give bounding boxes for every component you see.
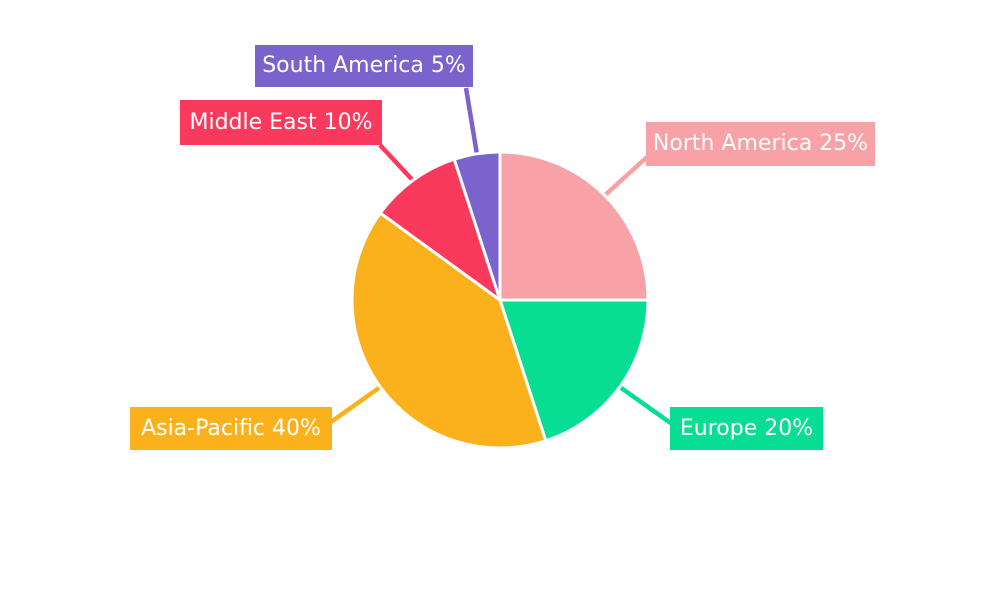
pie-slice-europe [498,298,650,443]
leader-line-south-america [463,87,480,157]
pie-slice-south-america [452,150,502,302]
pie-slice-middle-east [378,157,502,302]
pie-label-middle-east: Middle East 10% [180,100,382,145]
pie-label-asia-pacific: Asia-Pacific 40% [130,407,332,450]
pie-label-south-america: South America 5% [255,45,473,87]
leader-lines-group [329,87,674,426]
leader-line-middle-east [378,143,416,184]
leader-line-north-america [601,155,649,199]
leader-line-europe [616,383,674,426]
pie-slice-asia-pacific [350,211,548,450]
leader-line-asia-pacific [329,383,384,424]
pie-slice-north-america [498,150,650,302]
pie-slices-group [350,150,650,450]
pie-label-north-america: North America 25% [646,122,875,166]
pie-label-europe: Europe 20% [670,407,823,450]
